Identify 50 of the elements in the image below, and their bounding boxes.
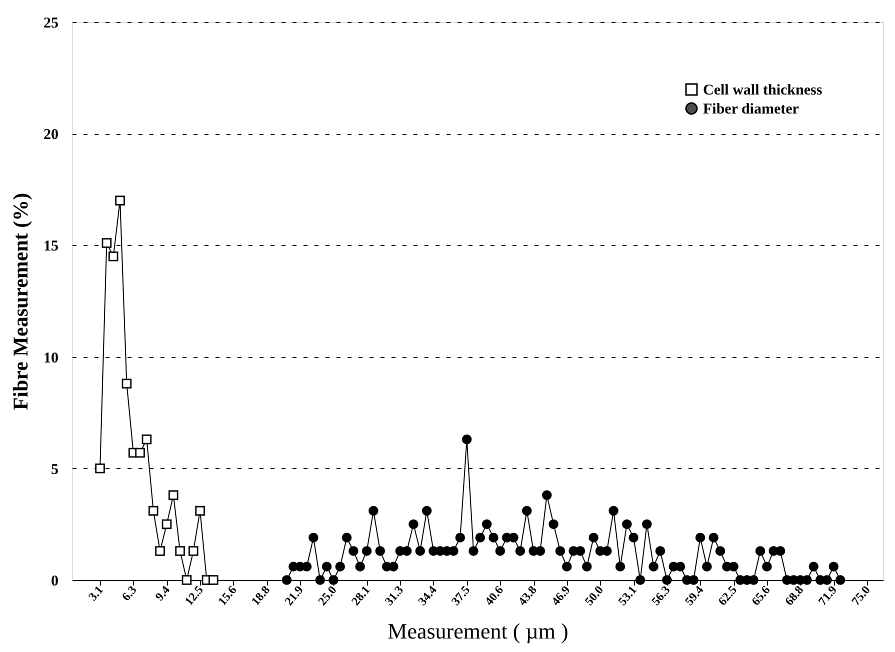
x-tick-label: 12.5 <box>182 583 206 608</box>
x-tick-label: 75.0 <box>848 583 873 608</box>
x-tick-label: 6.3 <box>118 583 140 604</box>
x-tick-label: 37.5 <box>448 583 473 608</box>
point <box>162 519 172 530</box>
point <box>102 238 112 248</box>
point <box>182 575 192 585</box>
x-tick-label: 25.0 <box>315 583 340 608</box>
legend-label: Fiber diameter <box>703 102 800 118</box>
x-tick-label: 40.6 <box>482 583 506 608</box>
point <box>208 575 218 585</box>
point <box>188 546 198 556</box>
x-tick-label: 68.8 <box>782 583 806 608</box>
point <box>175 546 185 556</box>
x-tick-label: 31.3 <box>382 583 406 608</box>
point <box>122 378 132 388</box>
x-axis-title: Measurement ( µm ) <box>388 618 568 644</box>
point <box>148 506 158 516</box>
x-tick-label: 43.8 <box>515 583 540 608</box>
legend-label: Cell wall thickness <box>703 82 822 98</box>
x-tick-label: 56.3 <box>648 583 673 608</box>
x-tick-label: 34.4 <box>415 583 440 608</box>
point <box>135 448 145 458</box>
y-tick-label: 5 <box>51 462 58 478</box>
x-tick-label: 62.5 <box>715 583 740 608</box>
point <box>115 196 125 206</box>
point <box>95 464 105 474</box>
y-tick-label: 15 <box>44 238 58 255</box>
point <box>168 490 178 500</box>
y-tick-label: 20 <box>44 127 58 144</box>
x-tick-label: 59.4 <box>682 583 706 608</box>
y-tick-label: 25 <box>44 16 58 32</box>
x-tick-label: 15.6 <box>215 583 240 608</box>
x-tick-label: 65.6 <box>748 583 773 608</box>
point <box>108 251 118 262</box>
x-tick-label: 71.9 <box>815 583 840 608</box>
y-tick-label: 0 <box>51 574 58 590</box>
x-tick-label: 53.1 <box>615 583 640 608</box>
x-tick-label: 21.9 <box>282 583 306 608</box>
y-axis-title: Fibre Measurement (%) <box>8 192 32 410</box>
x-tick-label: 18.8 <box>248 583 273 608</box>
x-tick-label: 28.1 <box>348 583 373 608</box>
x-tick-label: 9.4 <box>152 583 173 604</box>
y-tick-label: 10 <box>44 350 58 366</box>
point <box>155 546 165 556</box>
x-tick-label: 3.1 <box>86 583 106 604</box>
x-tick-label: 46.9 <box>548 583 573 608</box>
point <box>142 434 152 444</box>
point <box>195 506 205 516</box>
x-tick-label: 50.0 <box>582 583 606 608</box>
